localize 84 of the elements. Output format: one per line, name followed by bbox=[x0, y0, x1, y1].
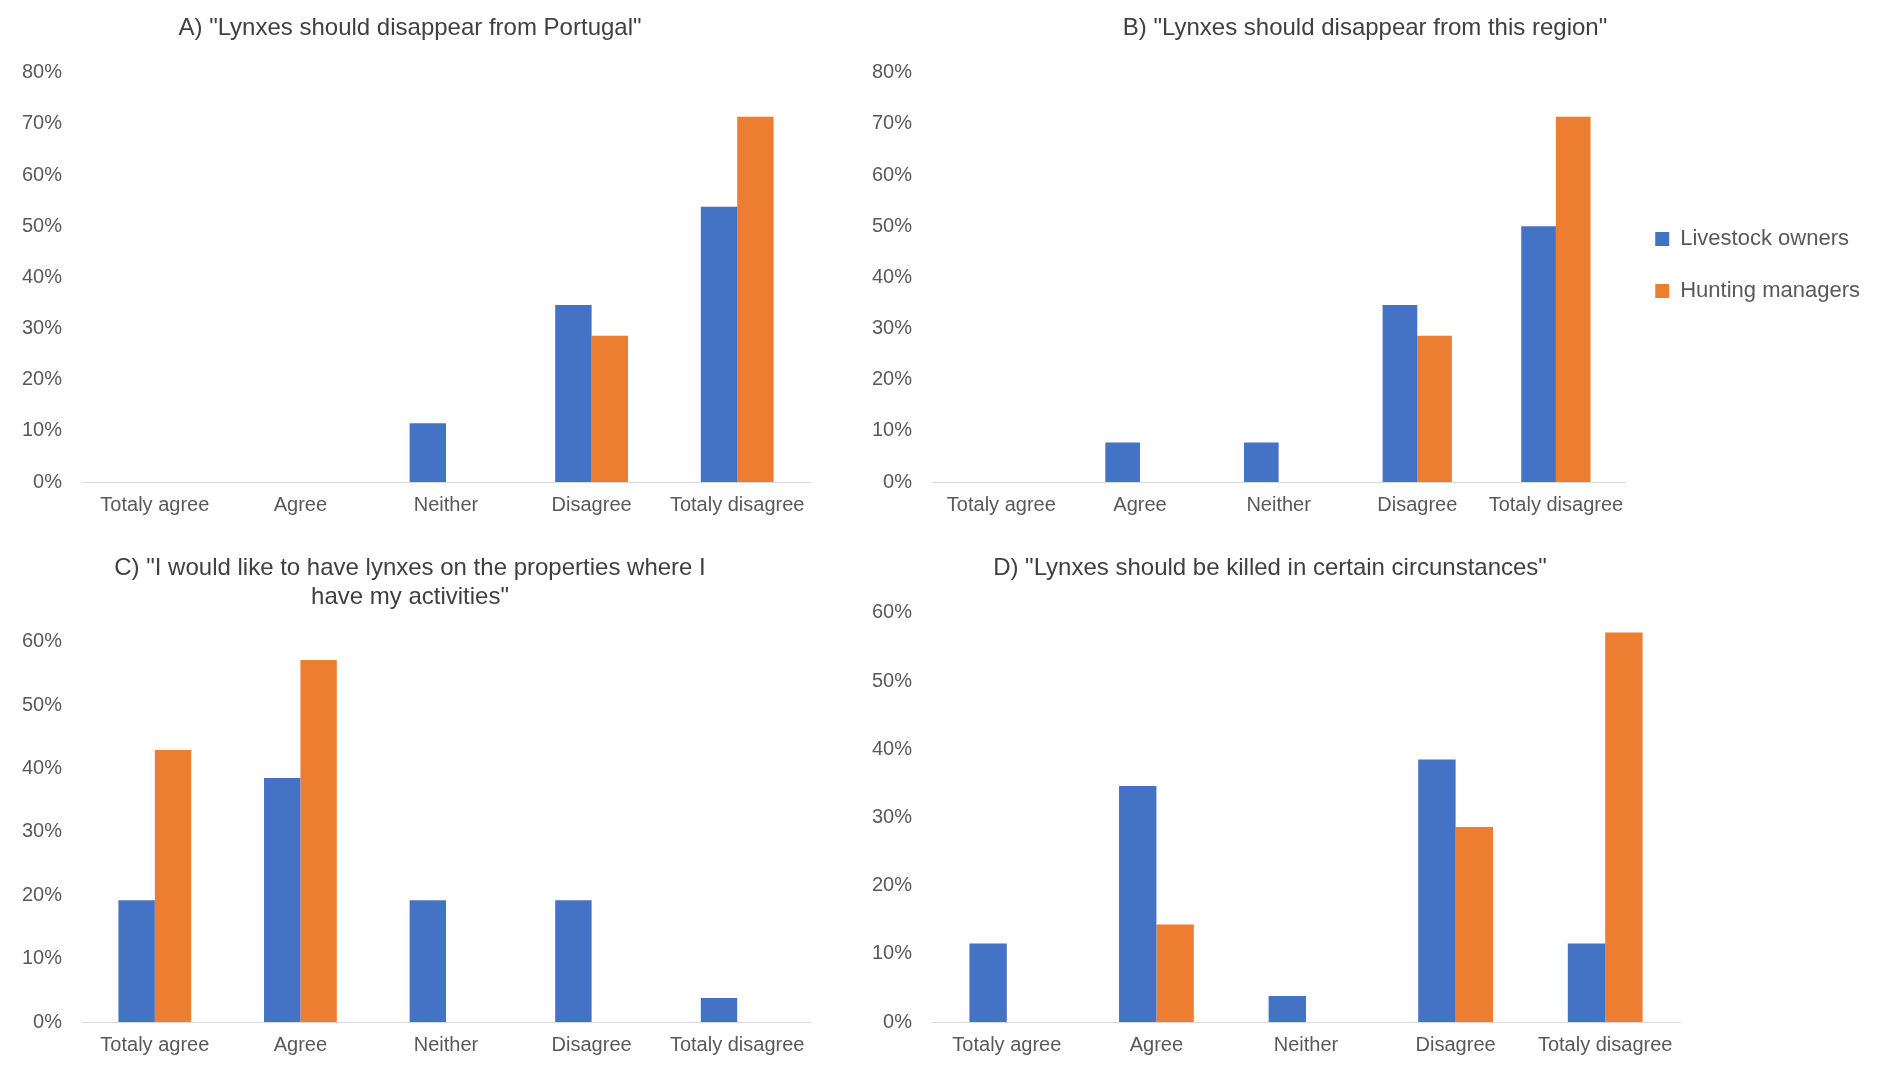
y-tick-label: 20% bbox=[22, 882, 63, 905]
y-tick-label: 20% bbox=[22, 367, 63, 390]
y-tick-label: 10% bbox=[22, 418, 63, 441]
y-tick-label: 30% bbox=[22, 316, 63, 339]
y-tick-label: 70% bbox=[22, 111, 63, 134]
y-tick-label: 20% bbox=[872, 873, 913, 896]
bar bbox=[1521, 226, 1556, 482]
chart-title: C) "I would like to have lynxes on the properties where I have my activities" bbox=[114, 553, 706, 609]
y-tick-label: 80% bbox=[872, 60, 913, 83]
x-tick-label: Neither bbox=[413, 492, 479, 515]
x-tick-label: Totaly agree bbox=[100, 1032, 210, 1055]
y-tick-label: 50% bbox=[872, 668, 913, 691]
bar bbox=[1156, 924, 1194, 1022]
bar bbox=[1382, 305, 1418, 482]
bar bbox=[1605, 632, 1643, 1022]
x-tick-label: Agree bbox=[273, 1032, 328, 1055]
x-tick-label: Totaly disagree bbox=[1537, 1032, 1673, 1055]
bar bbox=[1567, 943, 1606, 1022]
x-tick-label: Totaly disagree bbox=[669, 1032, 805, 1055]
bar bbox=[154, 750, 192, 1022]
bar bbox=[1417, 335, 1452, 482]
x-tick-label: Neither bbox=[1273, 1032, 1339, 1055]
x-tick-label: Disagree bbox=[1415, 1032, 1496, 1055]
x-tick-label: Disagree bbox=[551, 492, 632, 515]
y-tick-label: 0% bbox=[883, 1009, 913, 1032]
bar bbox=[1555, 116, 1591, 482]
bar bbox=[1418, 759, 1456, 1022]
y-tick-label: 60% bbox=[872, 600, 913, 623]
y-tick-label: 60% bbox=[872, 162, 913, 185]
x-tick-label: Totaly disagree bbox=[669, 492, 805, 515]
y-tick-label: 60% bbox=[22, 162, 63, 185]
x-tick-label: Neither bbox=[413, 1032, 479, 1055]
y-tick-label: 40% bbox=[872, 736, 913, 759]
bar bbox=[555, 900, 592, 1022]
x-tick-label: Disagree bbox=[1377, 492, 1458, 515]
chart-title: D) "Lynxes should be killed in certain circunstances" bbox=[993, 553, 1547, 581]
y-tick-label: 50% bbox=[22, 692, 63, 715]
x-tick-label: Totaly agree bbox=[100, 492, 210, 515]
y-tick-label: 10% bbox=[22, 946, 63, 969]
bar bbox=[118, 900, 155, 1022]
x-tick-label: Totaly disagree bbox=[1488, 492, 1624, 515]
y-tick-label: 50% bbox=[872, 213, 913, 236]
y-tick-label: 40% bbox=[22, 755, 63, 778]
y-tick-label: 20% bbox=[872, 367, 913, 390]
bar bbox=[1455, 826, 1494, 1022]
x-tick-label: Agree bbox=[1113, 492, 1167, 515]
y-tick-label: 10% bbox=[872, 418, 913, 441]
bar bbox=[409, 900, 447, 1022]
chart-title: B) "Lynxes should disappear from this region" bbox=[1122, 13, 1608, 41]
x-tick-label: Agree bbox=[273, 492, 328, 515]
bar bbox=[700, 206, 738, 482]
bar bbox=[591, 335, 629, 482]
y-tick-label: 30% bbox=[22, 819, 63, 842]
y-tick-label: 50% bbox=[22, 213, 63, 236]
bar bbox=[1119, 786, 1157, 1022]
legend-label: Livestock owners bbox=[1680, 225, 1849, 251]
x-tick-label: Neither bbox=[1246, 492, 1312, 515]
legend-label: Hunting managers bbox=[1680, 277, 1861, 303]
bar bbox=[409, 423, 447, 482]
y-tick-label: 70% bbox=[872, 111, 913, 134]
chart-title: A) "Lynxes should disappear from Portugal" bbox=[178, 13, 642, 41]
bar bbox=[1105, 442, 1140, 482]
x-tick-label: Agree bbox=[1129, 1032, 1184, 1055]
y-tick-label: 10% bbox=[872, 941, 913, 964]
bar bbox=[300, 659, 337, 1022]
y-tick-label: 30% bbox=[872, 804, 913, 827]
x-tick-label: Disagree bbox=[551, 1032, 632, 1055]
y-tick-label: 80% bbox=[22, 60, 63, 83]
bar bbox=[555, 305, 592, 482]
x-tick-label: Totaly agree bbox=[946, 492, 1056, 515]
bar bbox=[700, 997, 738, 1022]
y-tick-label: 0% bbox=[33, 1009, 63, 1032]
y-tick-label: 60% bbox=[22, 629, 63, 652]
y-tick-label: 40% bbox=[872, 264, 913, 287]
y-tick-label: 40% bbox=[22, 264, 63, 287]
bar bbox=[737, 116, 774, 482]
bar bbox=[264, 777, 301, 1022]
y-tick-label: 0% bbox=[883, 469, 913, 492]
y-tick-label: 0% bbox=[33, 469, 63, 492]
x-tick-label: Totaly agree bbox=[952, 1032, 1062, 1055]
bar bbox=[1268, 996, 1307, 1022]
bar bbox=[969, 943, 1007, 1022]
y-tick-label: 30% bbox=[872, 316, 913, 339]
bar bbox=[1243, 442, 1279, 482]
